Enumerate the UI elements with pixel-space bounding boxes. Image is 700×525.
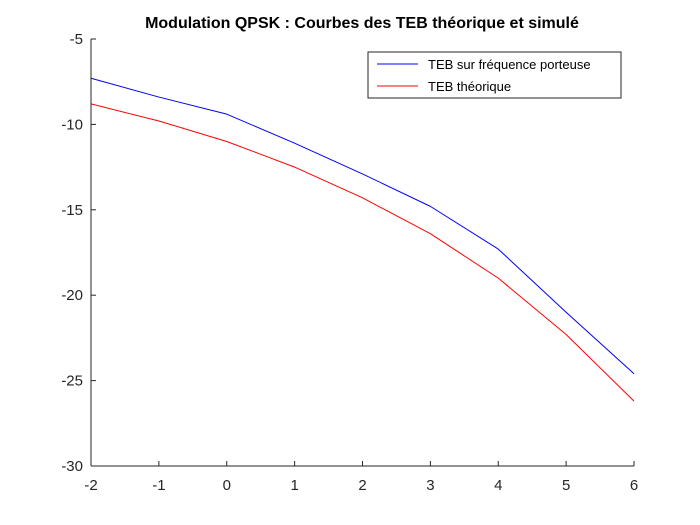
y-tick-label: -10 (61, 116, 83, 133)
y-tick-label: -30 (61, 458, 83, 475)
legend-label-theorique: TEB théorique (428, 79, 511, 94)
ticks-layer: -2 -1 0 1 2 3 4 5 6-5-10-15-20-25-30 (61, 31, 638, 494)
x-tick-label: 6 (630, 477, 638, 494)
x-tick-label: 0 (223, 477, 231, 494)
legend-label-frequence-porteuse: TEB sur fréquence porteuse (428, 57, 591, 72)
x-tick-label: 4 (494, 477, 502, 494)
chart-title: Modulation QPSK : Courbes des TEB théori… (145, 15, 579, 32)
x-tick-label: 2 (358, 477, 366, 494)
legend-box (367, 51, 622, 99)
series-line-theorique (90, 103, 635, 402)
series-layer (90, 77, 635, 402)
y-tick-label: -5 (70, 31, 83, 48)
x-tick-label: 3 (426, 477, 434, 494)
y-tick-label: -25 (61, 373, 83, 390)
x-tick-label: 1 (290, 477, 298, 494)
legend: TEB sur fréquence porteuse TEB théorique (367, 51, 622, 99)
plot-area (91, 39, 634, 466)
x-tick-label: 5 (562, 477, 570, 494)
x-tick-label: -2 (84, 477, 97, 494)
y-tick-label: -15 (61, 202, 83, 219)
y-tick-label: -20 (61, 287, 83, 304)
series-line-frequence-porteuse (90, 77, 635, 375)
x-tick-label: -1 (152, 477, 165, 494)
